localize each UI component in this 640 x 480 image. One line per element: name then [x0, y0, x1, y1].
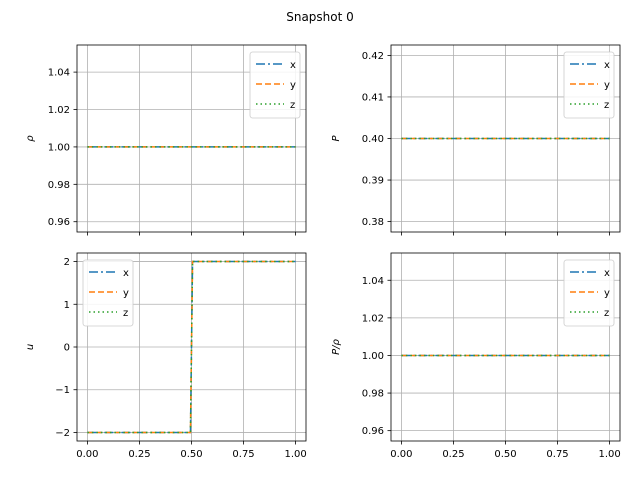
- x-tick-label: 0.00: [390, 449, 412, 460]
- legend: xyz: [563, 259, 615, 327]
- x-tick-label: 1.00: [598, 449, 620, 460]
- legend-label-z: z: [290, 100, 295, 111]
- y-tick-label: 1: [64, 300, 70, 311]
- y-tick-label: 1.04: [362, 276, 384, 287]
- x-tick-label: 1.00: [284, 449, 306, 460]
- legend: xyz: [563, 51, 615, 119]
- subplot-p-over-rho: 0.00 0.25 0.50 0.75 1.00 0.96 0.98 1.00 1.02 1.04…: [331, 252, 621, 460]
- legend: xyz: [82, 259, 134, 327]
- y-tick-label: 0.40: [362, 134, 384, 145]
- y-tick-label: 0.98: [48, 180, 70, 191]
- legend-label-z: z: [604, 308, 609, 319]
- y-axis-label: P/ρ: [331, 338, 342, 354]
- legend-label-x: x: [290, 60, 296, 71]
- subplot-velocity: 0.00 0.25 0.50 0.75 1.00 −2 −1 0 1 2 u xyz: [25, 252, 307, 460]
- legend-label-z: z: [123, 308, 128, 319]
- legend-label-y: y: [604, 80, 610, 91]
- x-tick-label: 0.75: [546, 449, 568, 460]
- x-tick-label: 0.50: [494, 449, 516, 460]
- figure-title: Snapshot 0: [286, 10, 354, 24]
- y-axis-label: P: [331, 135, 342, 142]
- x-tick-label: 0.25: [128, 449, 150, 460]
- y-tick-label: 1.00: [362, 351, 384, 362]
- series-line-z: [87, 260, 296, 434]
- y-tick-label: −2: [55, 428, 70, 439]
- legend-box: [563, 259, 615, 327]
- y-tick-label: 1.04: [48, 68, 70, 79]
- y-tick-label: 1.02: [48, 105, 70, 116]
- x-tick-label: 0.75: [232, 449, 254, 460]
- legend-label-x: x: [604, 268, 610, 279]
- legend-box: [82, 259, 134, 327]
- legend-label-x: x: [123, 268, 129, 279]
- subplot-rho: 0.96 0.98 1.00 1.02 1.04 ρ xyz: [25, 44, 307, 236]
- y-tick-label: 0.98: [362, 389, 384, 400]
- y-tick-label: 0.39: [362, 176, 384, 187]
- legend-label-y: y: [123, 288, 129, 299]
- legend-label-y: y: [604, 288, 610, 299]
- x-tick-label: 0.50: [180, 449, 202, 460]
- y-axis-label: ρ: [25, 135, 36, 142]
- y-tick-label: −1: [55, 385, 70, 396]
- legend-box: [249, 51, 301, 119]
- y-tick-label: 0.42: [362, 51, 384, 62]
- y-tick-label: 0.96: [362, 426, 384, 437]
- legend-label-z: z: [604, 100, 609, 111]
- legend-label-y: y: [290, 80, 296, 91]
- y-tick-label: 1.02: [362, 313, 384, 324]
- y-tick-label: 0.38: [362, 217, 384, 228]
- y-tick-label: 0: [64, 343, 70, 354]
- y-tick-label: 1.00: [48, 142, 70, 153]
- y-axis-label: u: [25, 344, 36, 350]
- legend-box: [563, 51, 615, 119]
- y-tick-label: 0.41: [362, 92, 384, 103]
- legend: xyz: [249, 51, 301, 119]
- legend-label-x: x: [604, 60, 610, 71]
- x-tick-label: 0.25: [442, 449, 464, 460]
- x-tick-label: 0.00: [76, 449, 98, 460]
- y-tick-label: 0.96: [48, 217, 70, 228]
- y-tick-label: 2: [64, 257, 70, 268]
